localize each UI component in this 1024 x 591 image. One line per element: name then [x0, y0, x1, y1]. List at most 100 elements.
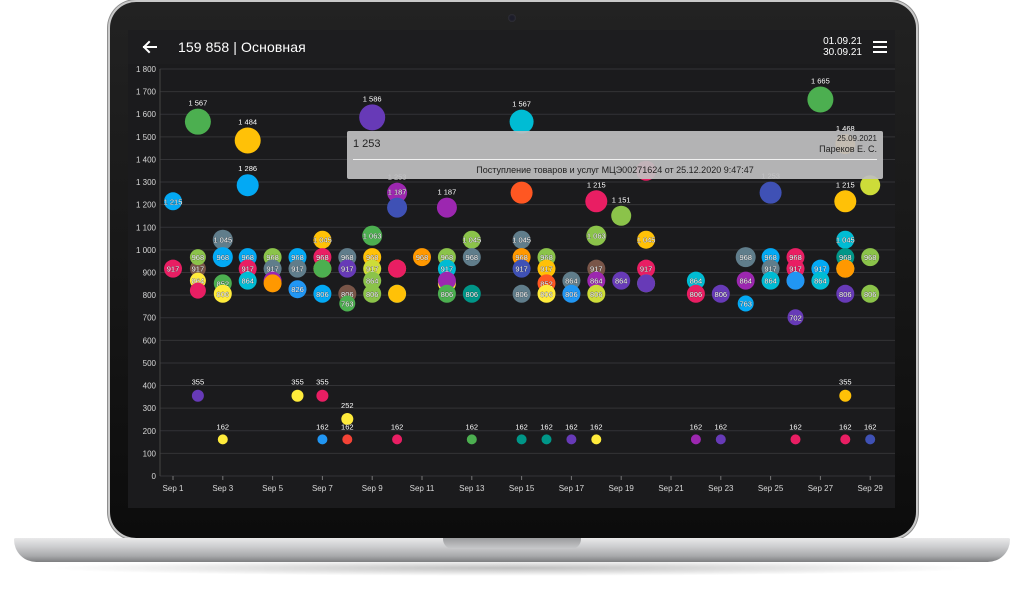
- data-point[interactable]: [637, 230, 656, 249]
- data-point[interactable]: [392, 434, 403, 445]
- data-point[interactable]: [291, 389, 304, 402]
- data-point[interactable]: [184, 108, 211, 135]
- data-point[interactable]: [413, 248, 431, 267]
- data-point[interactable]: [737, 295, 754, 312]
- data-point[interactable]: [637, 259, 656, 278]
- data-point[interactable]: [686, 284, 705, 303]
- data-point[interactable]: [462, 230, 481, 249]
- data-point[interactable]: [288, 259, 307, 278]
- data-point[interactable]: [637, 274, 656, 293]
- data-point[interactable]: [512, 230, 531, 249]
- data-point[interactable]: [236, 174, 259, 197]
- data-point[interactable]: [341, 413, 354, 426]
- data-point[interactable]: [213, 284, 232, 303]
- data-point[interactable]: [436, 197, 457, 218]
- data-point[interactable]: [686, 271, 705, 290]
- data-point[interactable]: [735, 247, 756, 268]
- data-label: 968: [515, 253, 528, 262]
- data-point[interactable]: [836, 284, 855, 303]
- data-point[interactable]: [217, 434, 228, 445]
- data-point[interactable]: [313, 284, 332, 303]
- date-range[interactable]: 01.09.21 30.09.21: [823, 36, 862, 58]
- data-point[interactable]: [359, 104, 386, 131]
- data-point[interactable]: [234, 127, 261, 154]
- data-point[interactable]: [586, 225, 607, 246]
- data-point[interactable]: [342, 434, 353, 445]
- data-point[interactable]: [541, 434, 552, 445]
- data-point[interactable]: [759, 181, 782, 204]
- data-point[interactable]: [587, 271, 606, 290]
- data-point[interactable]: [387, 197, 408, 218]
- data-point[interactable]: [510, 181, 533, 204]
- data-point[interactable]: [839, 389, 852, 402]
- data-point[interactable]: [611, 205, 632, 226]
- data-point[interactable]: [811, 271, 830, 290]
- data-point[interactable]: [715, 434, 726, 445]
- data-point[interactable]: [437, 271, 456, 290]
- data-point[interactable]: [466, 434, 477, 445]
- data-point[interactable]: [512, 284, 531, 303]
- data-point[interactable]: [263, 274, 282, 293]
- data-point[interactable]: [786, 271, 805, 290]
- data-point[interactable]: [437, 284, 456, 303]
- data-point[interactable]: [316, 389, 329, 402]
- data-point[interactable]: [516, 434, 527, 445]
- data-point[interactable]: [388, 284, 407, 303]
- data-point[interactable]: [288, 280, 307, 299]
- data-point[interactable]: [512, 259, 531, 278]
- data-point[interactable]: [189, 260, 206, 277]
- x-tick-label: Sep 25: [758, 484, 784, 493]
- data-point[interactable]: [566, 434, 577, 445]
- data-point[interactable]: [189, 282, 206, 299]
- data-point[interactable]: [587, 284, 606, 303]
- data-point[interactable]: [164, 192, 182, 211]
- data-point[interactable]: [509, 109, 534, 134]
- scatter-chart[interactable]: 0 100 200 300 400 500 600 700 800 900 1 000 1 100 1 …: [128, 64, 895, 508]
- data-point[interactable]: [591, 434, 602, 445]
- data-point[interactable]: [317, 434, 328, 445]
- data-point[interactable]: [338, 259, 357, 278]
- data-point[interactable]: [212, 247, 233, 268]
- data-point[interactable]: [462, 248, 481, 267]
- data-point[interactable]: [313, 230, 332, 249]
- data-point[interactable]: [537, 259, 556, 278]
- data-point[interactable]: [836, 259, 855, 278]
- data-point[interactable]: [865, 434, 876, 445]
- hamburger-menu-icon[interactable]: [873, 41, 887, 53]
- data-point[interactable]: [690, 434, 701, 445]
- data-point[interactable]: [388, 259, 407, 278]
- data-point[interactable]: [339, 295, 356, 312]
- data-point[interactable]: [212, 229, 233, 250]
- data-point[interactable]: [836, 230, 855, 249]
- data-point[interactable]: [537, 284, 556, 303]
- data-point[interactable]: [790, 434, 801, 445]
- data-point[interactable]: [787, 309, 804, 326]
- data-point[interactable]: [711, 284, 730, 303]
- data-point[interactable]: [562, 284, 581, 303]
- data-point[interactable]: [362, 225, 383, 246]
- data-point[interactable]: [861, 284, 880, 303]
- data-point[interactable]: [834, 190, 857, 213]
- data-point[interactable]: [462, 284, 481, 303]
- data-point[interactable]: [313, 259, 332, 278]
- data-point[interactable]: [612, 271, 631, 290]
- data-point[interactable]: [387, 182, 408, 203]
- data-point[interactable]: [585, 190, 608, 213]
- data-label: 864: [615, 277, 628, 286]
- data-point[interactable]: [363, 284, 382, 303]
- data-point[interactable]: [562, 271, 581, 290]
- data-point[interactable]: [736, 271, 755, 290]
- data-point[interactable]: [191, 389, 204, 402]
- camera-icon: [508, 14, 516, 22]
- data-point[interactable]: [238, 271, 257, 290]
- data-point[interactable]: [363, 271, 382, 290]
- data-point[interactable]: [164, 259, 182, 278]
- data-point[interactable]: [761, 271, 780, 290]
- data-label: 968: [192, 253, 205, 262]
- data-point[interactable]: [861, 248, 880, 267]
- data-point[interactable]: [807, 86, 834, 113]
- data-point[interactable]: [840, 434, 851, 445]
- data-point[interactable]: [189, 249, 206, 266]
- arrow-left-icon[interactable]: [140, 37, 160, 57]
- data-point[interactable]: [860, 175, 881, 196]
